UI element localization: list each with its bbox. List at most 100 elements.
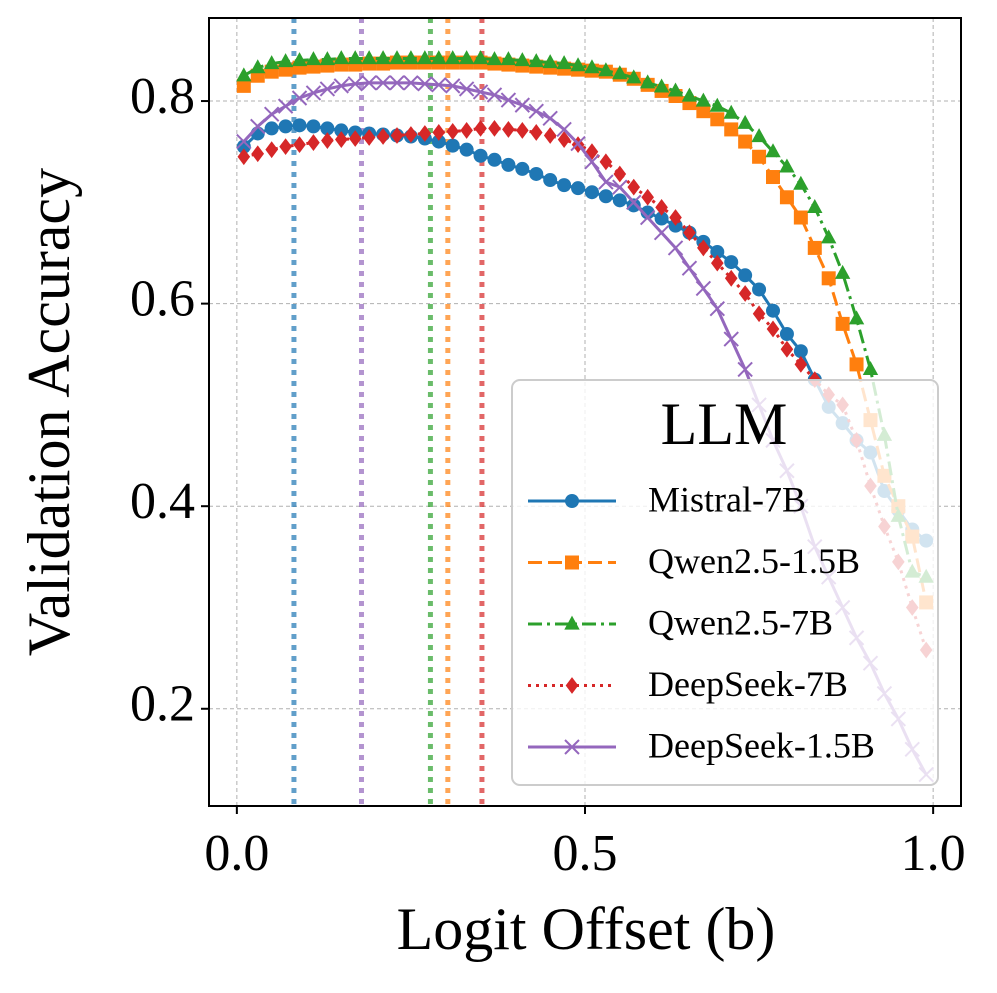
marker — [723, 331, 739, 347]
marker — [500, 92, 517, 108]
marker — [319, 51, 336, 66]
marker — [277, 53, 294, 68]
marker — [653, 225, 670, 241]
marker — [737, 361, 753, 378]
marker — [752, 149, 767, 164]
marker — [446, 123, 460, 140]
marker — [807, 199, 823, 214]
marker — [697, 239, 710, 257]
marker — [236, 67, 252, 82]
marker — [375, 50, 391, 65]
marker — [849, 357, 864, 372]
marker — [445, 50, 461, 65]
marker — [236, 133, 252, 150]
marker — [557, 178, 572, 193]
marker — [528, 103, 544, 119]
marker — [571, 181, 586, 196]
marker — [444, 78, 461, 94]
marker — [598, 174, 614, 190]
marker — [793, 210, 808, 225]
marker — [417, 50, 433, 65]
marker — [362, 129, 376, 146]
marker — [263, 106, 280, 122]
marker — [584, 185, 599, 200]
y-tick-label: 0.6 — [130, 271, 195, 328]
marker — [848, 310, 865, 325]
marker — [237, 148, 251, 166]
marker — [472, 50, 489, 65]
series-line — [243, 126, 928, 651]
marker — [681, 87, 698, 102]
marker — [710, 244, 725, 259]
marker — [361, 75, 377, 91]
marker — [654, 211, 669, 226]
marker — [236, 139, 251, 154]
marker — [779, 327, 794, 342]
y-tick-label: 0.4 — [130, 473, 195, 530]
series — [237, 120, 933, 659]
x-tick-label: 0.5 — [553, 825, 618, 882]
marker — [514, 97, 531, 113]
marker — [752, 282, 767, 297]
marker — [709, 97, 725, 112]
marker — [627, 178, 641, 196]
marker — [669, 209, 682, 226]
marker — [293, 136, 306, 154]
marker — [709, 300, 726, 317]
marker — [752, 305, 766, 323]
series-lines — [236, 50, 934, 783]
legend-label: DeepSeek-7B — [648, 664, 848, 704]
marker — [458, 81, 475, 97]
marker — [542, 110, 558, 126]
marker — [667, 240, 684, 256]
marker — [564, 739, 580, 755]
marker — [488, 120, 501, 137]
marker — [543, 173, 558, 188]
legend-label: Qwen2.5-7B — [648, 602, 833, 642]
marker — [487, 152, 502, 167]
marker — [334, 131, 348, 148]
marker — [683, 224, 696, 242]
marker — [528, 53, 544, 68]
marker — [821, 229, 837, 244]
marker — [738, 285, 752, 302]
marker — [570, 57, 586, 72]
marker — [321, 132, 334, 149]
legend-box — [511, 379, 939, 786]
marker — [681, 260, 698, 276]
marker — [250, 59, 266, 74]
marker — [251, 145, 265, 163]
marker — [710, 254, 724, 272]
marker — [565, 494, 579, 508]
marker — [626, 194, 642, 211]
marker — [557, 131, 571, 148]
marker — [250, 118, 266, 135]
marker — [306, 119, 321, 134]
marker — [565, 677, 579, 694]
marker — [639, 74, 656, 89]
legend-title: LLM — [661, 391, 788, 457]
marker — [265, 141, 278, 159]
marker — [431, 50, 447, 65]
marker — [278, 119, 293, 134]
marker — [584, 59, 600, 74]
marker — [793, 344, 808, 359]
marker — [458, 50, 475, 65]
marker — [556, 121, 572, 138]
marker — [766, 170, 780, 185]
marker — [347, 50, 363, 65]
marker — [543, 127, 557, 144]
marker — [277, 98, 294, 114]
marker — [236, 78, 251, 93]
marker — [724, 269, 738, 287]
marker — [459, 142, 474, 157]
marker — [502, 121, 515, 138]
marker — [474, 120, 487, 137]
marker — [613, 165, 627, 183]
marker — [376, 128, 390, 145]
marker — [626, 69, 642, 84]
marker — [291, 90, 308, 106]
marker — [375, 75, 391, 91]
marker — [404, 126, 418, 143]
marker — [612, 193, 627, 208]
